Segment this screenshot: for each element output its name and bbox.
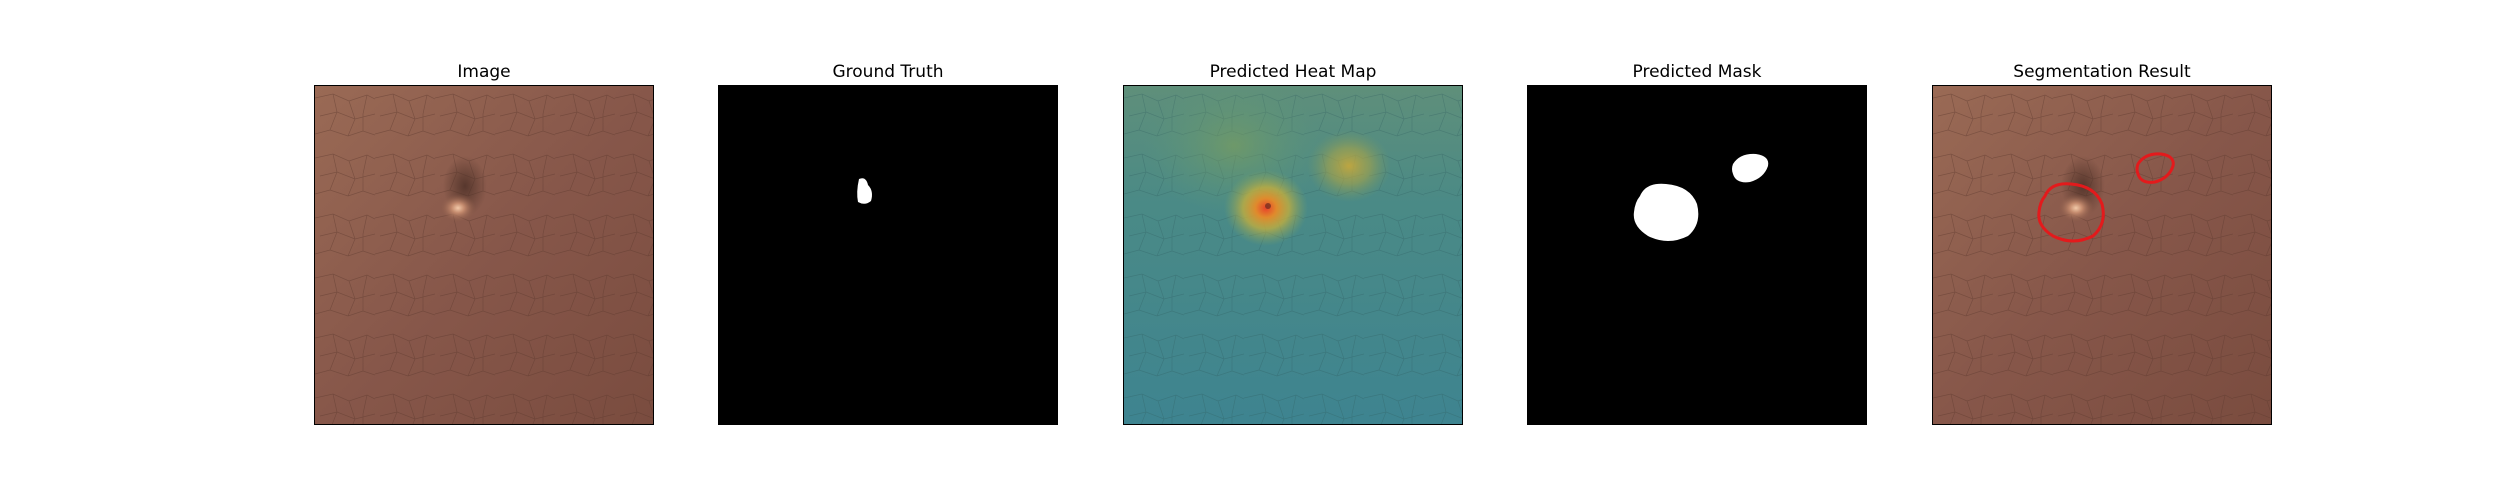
leather-image [315, 86, 653, 424]
predicted-mask-frame [1527, 85, 1867, 425]
panel-title-heat-map: Predicted Heat Map [1209, 62, 1377, 82]
ground-truth-frame [718, 85, 1058, 425]
segmentation-overlay [1933, 86, 2271, 424]
heat-map-overlay [1124, 86, 1462, 424]
panel-title-ground-truth: Ground Truth [832, 62, 944, 82]
image-frame [314, 85, 654, 425]
heat-map-frame [1123, 85, 1463, 425]
segmentation-contour-secondary [2135, 152, 2175, 184]
predicted-mask-region-secondary [1732, 153, 1769, 183]
panel-title-image: Image [457, 62, 511, 82]
panel-title-predicted-mask: Predicted Mask [1632, 62, 1762, 82]
ground-truth-defect-region [857, 178, 872, 204]
predicted-mask-region-main [1633, 183, 1699, 241]
panel-title-segmentation-result: Segmentation Result [2013, 62, 2191, 82]
predicted-mask [1528, 86, 1866, 424]
segmentation-contour-main [2037, 182, 2105, 243]
segmentation-result-frame [1932, 85, 2272, 425]
ground-truth-mask [719, 86, 1057, 424]
